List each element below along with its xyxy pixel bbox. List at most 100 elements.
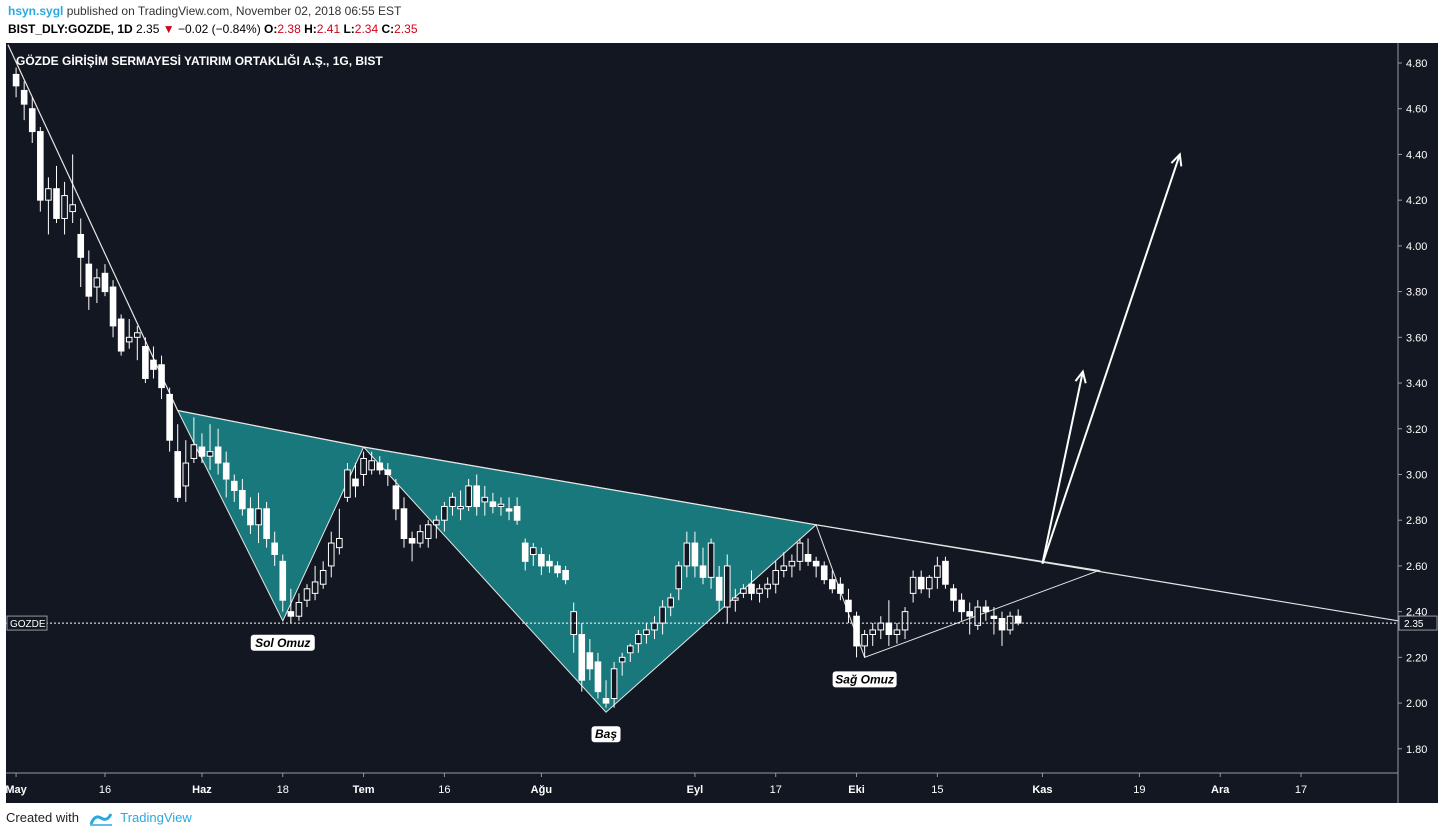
- candle: [707, 538, 715, 589]
- candle: [271, 531, 278, 566]
- candle: [247, 497, 254, 534]
- author-name[interactable]: hsyn.sygl: [8, 4, 64, 18]
- low-value: 2.34: [354, 22, 379, 36]
- candle: [845, 588, 852, 624]
- y-tick-label: 2.60: [1406, 561, 1427, 573]
- candle-body: [780, 565, 788, 571]
- target-arrow-head: [1074, 369, 1087, 384]
- candle-body: [255, 508, 262, 526]
- candle-body: [190, 444, 198, 459]
- x-tick-label: Eki: [848, 784, 865, 796]
- last-price: 2.35: [136, 22, 160, 36]
- candle: [37, 127, 44, 212]
- candle-body: [602, 698, 610, 704]
- chart-title: GÖZDE GİRİŞİM SERMAYESİ YATIRIM ORTAKLIĞ…: [16, 53, 383, 68]
- candle: [683, 531, 691, 578]
- candle: [109, 280, 117, 338]
- candle: [546, 554, 553, 573]
- x-tick-label: May: [6, 784, 28, 796]
- last-price-box: [1398, 615, 1438, 631]
- tradingview-logo-icon: [89, 812, 112, 826]
- candle-body: [691, 542, 699, 567]
- candle: [909, 570, 917, 603]
- candle: [465, 479, 472, 512]
- plot-background: [6, 43, 1398, 773]
- candle: [877, 616, 885, 640]
- candle: [885, 600, 893, 646]
- candle-body: [723, 565, 731, 608]
- candle-body: [594, 661, 602, 693]
- candle-body: [764, 583, 771, 590]
- y-tick-label: 1.80: [1406, 744, 1427, 756]
- candle-body: [45, 188, 52, 201]
- candle: [473, 474, 481, 516]
- candle: [222, 451, 230, 498]
- candle: [740, 584, 747, 598]
- candle-body: [788, 560, 796, 567]
- symbol-label: BIST_DLY:GOZDE, 1D: [8, 22, 133, 36]
- candle: [780, 552, 788, 578]
- candle: [457, 490, 464, 521]
- candle-body: [101, 272, 109, 293]
- candle: [214, 428, 222, 475]
- candle-body: [319, 569, 327, 585]
- candle-body: [748, 583, 755, 594]
- candle-body: [796, 542, 804, 562]
- candle-body: [683, 542, 691, 567]
- x-tick-label: Ağu: [531, 784, 552, 796]
- open-value: 2.38: [277, 22, 301, 36]
- candle-body: [85, 263, 93, 297]
- high-label: H:: [304, 22, 317, 36]
- candle-body: [336, 537, 343, 549]
- candle-body: [279, 560, 287, 601]
- candle: [360, 451, 367, 486]
- candle: [966, 602, 973, 635]
- candle: [416, 524, 424, 548]
- candle-body: [554, 565, 561, 574]
- candle-body: [732, 597, 739, 601]
- candle: [529, 543, 537, 566]
- candle-body: [77, 233, 85, 258]
- candle-body: [699, 565, 707, 578]
- candle-body: [942, 560, 949, 585]
- candle: [28, 97, 36, 144]
- candle: [925, 575, 933, 598]
- tradingview-brand-link[interactable]: TradingView: [120, 810, 192, 825]
- chart-area[interactable]: 4.80 4.60 4.40 4.20 4.00 3.80 3.60 3.40 3.20 3.00…: [5, 43, 1438, 803]
- pattern-label-box: [250, 634, 315, 651]
- candle: [521, 538, 529, 571]
- candle-body: [37, 131, 44, 201]
- candle-body: [966, 611, 973, 617]
- candle: [69, 154, 76, 224]
- candle: [893, 623, 901, 644]
- x-tick-label: 17: [770, 784, 782, 796]
- x-tick-label: 18: [277, 784, 289, 796]
- candle-body: [69, 204, 76, 213]
- candle: [715, 565, 723, 612]
- candle: [125, 319, 133, 349]
- target-arrow-head: [1170, 152, 1183, 167]
- y-tick-label: 4.60: [1406, 104, 1427, 116]
- candle: [998, 611, 1006, 646]
- y-tick-label: 2.80: [1406, 515, 1427, 527]
- candle: [400, 497, 408, 548]
- candle-body: [990, 615, 998, 619]
- price-axis-background: [1398, 43, 1438, 803]
- candle-body: [239, 489, 246, 510]
- downtrend-line: [7, 44, 179, 411]
- candle: [917, 570, 925, 594]
- candle-body: [934, 565, 941, 578]
- candle: [384, 463, 392, 486]
- candle-body: [182, 462, 190, 487]
- candle: [174, 424, 182, 502]
- candle-body: [853, 615, 860, 647]
- open-label: O:: [264, 22, 278, 36]
- close-label: C:: [381, 22, 395, 36]
- candle-body: [538, 553, 545, 567]
- candle: [392, 479, 400, 521]
- y-tick-label: 4.80: [1406, 58, 1427, 70]
- candle-body: [230, 480, 238, 491]
- candle: [158, 355, 165, 400]
- candle-body: [117, 318, 125, 352]
- price-chart[interactable]: 4.80 4.60 4.40 4.20 4.00 3.80 3.60 3.40 3.20 3.00…: [5, 43, 1438, 803]
